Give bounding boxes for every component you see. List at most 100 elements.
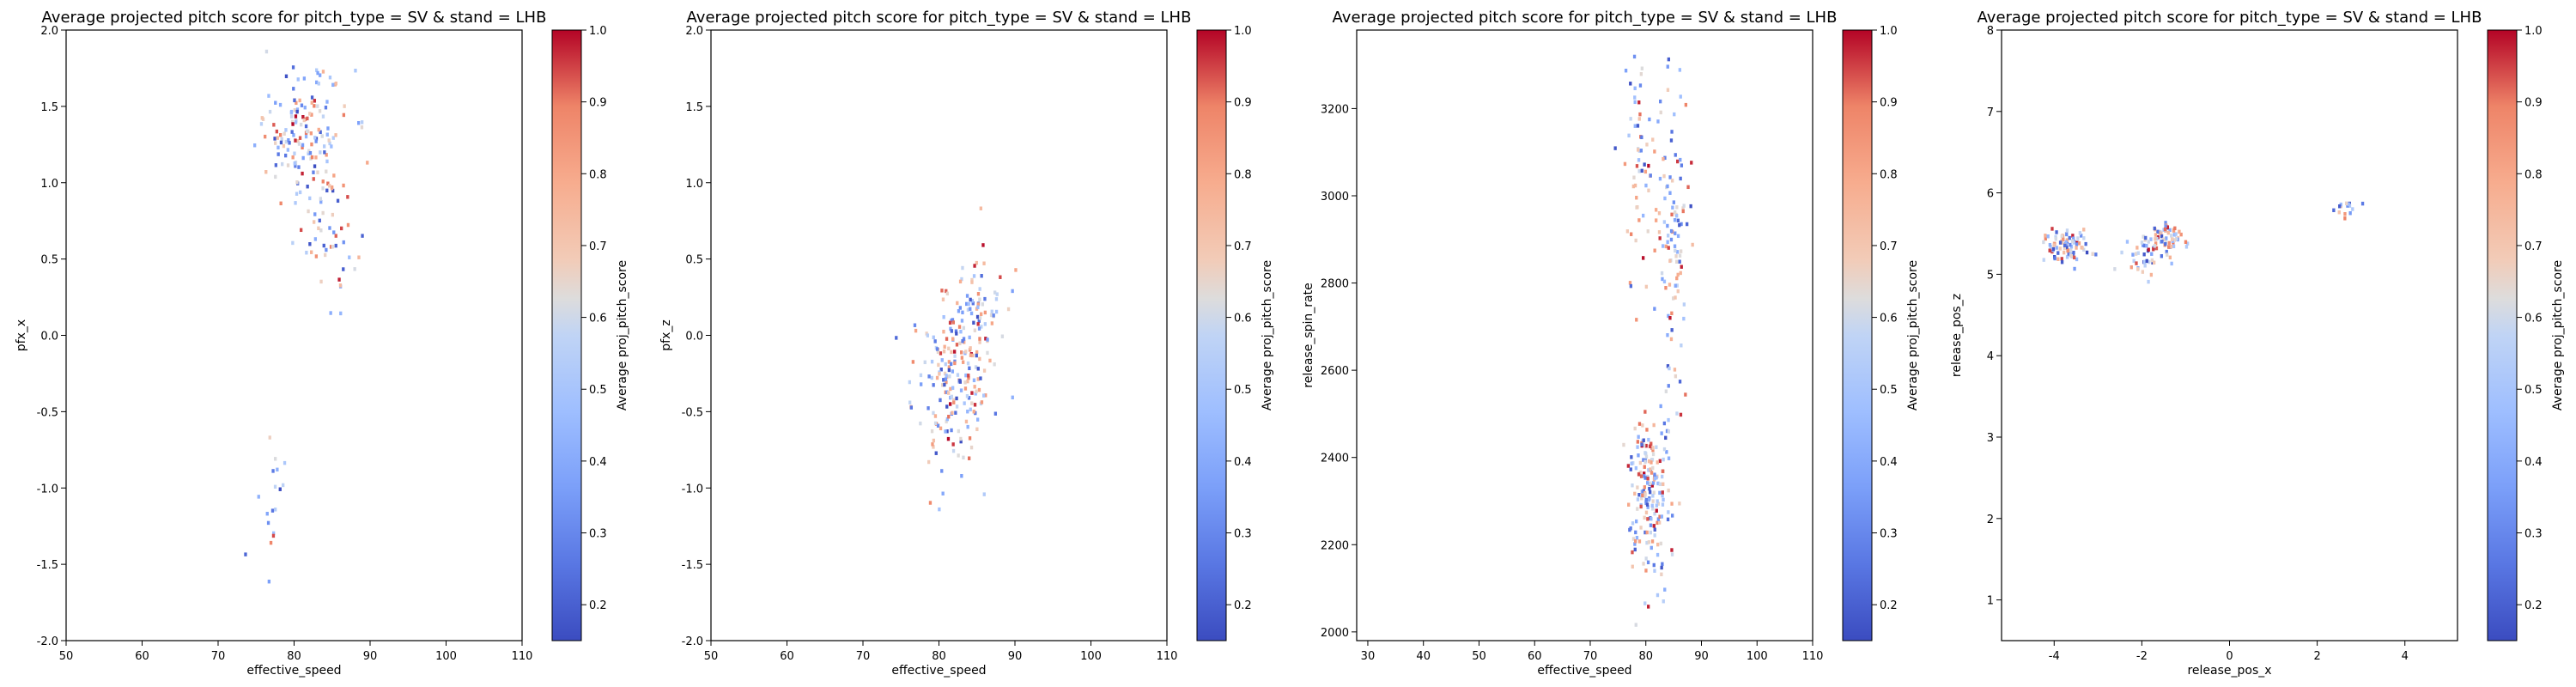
- chart-panel-3: 30 40 50 60 70 80 90 100 110 2000 2200 2400 2600 2800…: [1302, 9, 1920, 678]
- heatmap-cell: [1669, 337, 1674, 342]
- heatmap-cell: [301, 145, 304, 150]
- y-tick-label: -2.0: [682, 635, 703, 648]
- heatmap-cell: [972, 410, 975, 414]
- heatmap-cell: [1651, 452, 1656, 457]
- heatmap-cell: [1643, 443, 1646, 447]
- heatmap-cell: [2167, 240, 2171, 246]
- heatmap-cell: [1664, 389, 1668, 393]
- heatmap-cell: [980, 400, 984, 404]
- heatmap-cell: [1637, 218, 1641, 222]
- y-tick-label: -1.5: [682, 559, 703, 572]
- heatmap-cell: [1668, 283, 1672, 287]
- heatmap-cell: [319, 130, 322, 135]
- chart-title: Average projected pitch score for pitch_…: [42, 9, 547, 27]
- heatmap-cell: [360, 125, 364, 130]
- heatmap-cell: [2154, 241, 2158, 246]
- heatmap-cell: [1643, 162, 1646, 167]
- heatmap-cell: [1684, 102, 1688, 107]
- heatmap-cell: [995, 292, 999, 296]
- heatmap-cell: [291, 122, 295, 126]
- heatmap-cell: [1659, 404, 1662, 409]
- heatmap-cell: [1660, 431, 1663, 435]
- heatmap-cell: [357, 255, 361, 259]
- heatmap-cell: [310, 250, 313, 254]
- heatmap-cell: [949, 402, 952, 406]
- heatmap-cell: [1631, 483, 1634, 488]
- heatmap-cell: [909, 405, 914, 410]
- heatmap-cell: [1653, 512, 1656, 516]
- x-tick-label: 90: [1694, 650, 1709, 663]
- heatmap-cell: [945, 289, 948, 294]
- heatmap-cell: [1640, 135, 1643, 140]
- heatmap-cell: [1630, 461, 1633, 466]
- heatmap-cell: [957, 453, 960, 458]
- heatmap-cell: [328, 226, 331, 230]
- plot-frame: [710, 29, 1168, 641]
- heatmap-cell: [1652, 524, 1656, 528]
- heatmap-cell: [972, 274, 976, 278]
- y-axis-label: release_pos_z: [1950, 294, 1964, 377]
- heatmap-cell: [983, 296, 987, 301]
- heatmap-cell: [308, 242, 312, 246]
- heatmap-cell: [1666, 223, 1669, 228]
- heatmap-cell: [313, 212, 317, 216]
- heatmap-cell: [2142, 243, 2147, 248]
- heatmap-cell: [2174, 232, 2178, 236]
- heatmap-cell: [1678, 502, 1681, 506]
- heatmap-cell: [1637, 493, 1641, 497]
- x-tick-label: 70: [211, 650, 226, 663]
- heatmap-cell: [2143, 264, 2147, 268]
- heatmap-cell: [1658, 514, 1662, 519]
- heatmap-cell: [974, 392, 977, 396]
- heatmap-cell: [2094, 252, 2098, 257]
- heatmap-cell: [299, 190, 302, 195]
- heatmap-cell: [975, 389, 978, 394]
- heatmap-cell: [1639, 526, 1643, 530]
- heatmap-cell: [1652, 562, 1656, 568]
- heatmap-cell: [1637, 148, 1640, 152]
- heatmap-cell: [1643, 485, 1647, 489]
- heatmap-cell: [334, 133, 337, 137]
- heatmap-cell: [1638, 83, 1643, 88]
- heatmap-cell: [286, 163, 290, 167]
- heatmap-cell: [2136, 251, 2140, 255]
- heatmap-cell: [1689, 204, 1692, 209]
- heatmap-cell: [1676, 234, 1680, 239]
- heatmap-cell: [1651, 499, 1655, 503]
- heatmap-cell: [2153, 244, 2156, 248]
- heatmap-cell: [271, 533, 276, 538]
- heatmap-cell: [1644, 556, 1648, 561]
- heatmap-cell: [982, 492, 986, 496]
- heatmap-cell: [2063, 243, 2067, 248]
- x-tick-label: -2: [2136, 650, 2148, 663]
- y-tick-label: -1.0: [37, 483, 58, 495]
- heatmap-cell: [281, 161, 284, 167]
- heatmap-cell: [2158, 231, 2161, 235]
- colorbar-tick-label: 0.2: [589, 599, 607, 612]
- heatmap-cell: [292, 133, 295, 137]
- heatmap-cell: [961, 265, 964, 271]
- heatmap-cell: [1640, 442, 1643, 447]
- heatmap-cell: [259, 122, 264, 126]
- x-tick-label: 40: [1416, 650, 1431, 663]
- heatmap-cell: [331, 185, 334, 190]
- heatmap-cell: [1669, 228, 1674, 234]
- colorbar-tick-label: 1.0: [1234, 25, 1252, 38]
- heatmap-cell: [295, 107, 300, 112]
- heatmap-cells: [1613, 54, 1694, 627]
- heatmap-cell: [2184, 240, 2188, 245]
- heatmap-cell: [2075, 242, 2079, 246]
- heatmap-cell: [955, 331, 958, 336]
- heatmap-cell: [276, 136, 280, 140]
- heatmap-cell: [973, 264, 976, 268]
- heatmap-cell: [329, 311, 332, 315]
- heatmap-cell: [947, 391, 951, 395]
- heatmap-cell: [1676, 218, 1680, 223]
- heatmap-cell: [2147, 279, 2150, 284]
- heatmap-cell: [297, 142, 301, 146]
- heatmap-cell: [1690, 161, 1693, 165]
- heatmap-cell: [2163, 227, 2167, 232]
- heatmap-cell: [325, 153, 328, 157]
- heatmap-cell: [1662, 599, 1665, 604]
- heatmap-cell: [1650, 503, 1654, 508]
